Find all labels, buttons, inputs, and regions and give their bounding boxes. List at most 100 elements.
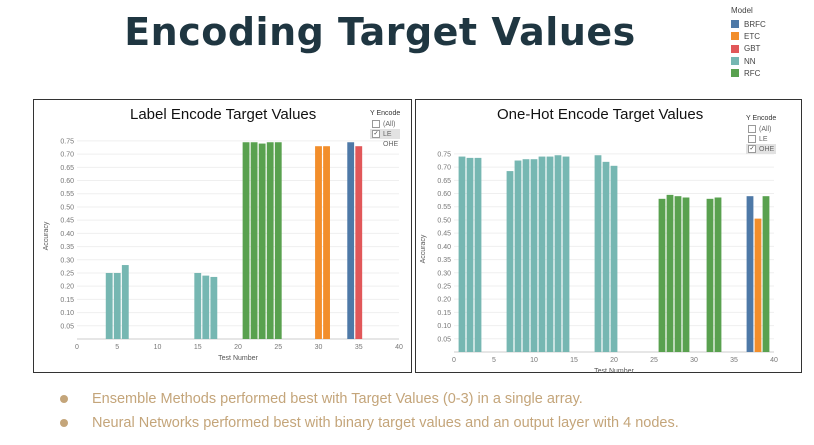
- filter-option-all[interactable]: (All): [746, 124, 776, 134]
- legend-item-brfc[interactable]: BRFC: [731, 18, 766, 30]
- bar-nn: [554, 155, 562, 352]
- chart-title: Label Encode Target Values: [130, 106, 317, 123]
- y-tick-label: 0.30: [60, 257, 74, 264]
- bullet-item: Neural Networks performed best with bina…: [60, 411, 679, 435]
- y-tick-label: 0.75: [437, 151, 451, 158]
- bar-nn: [458, 156, 466, 352]
- bar-etc: [323, 146, 330, 339]
- bar-brfc: [347, 142, 355, 339]
- x-tick-label: 25: [274, 344, 282, 351]
- y-encode-filter: Y Encode (All) LE ✓ OHE: [746, 115, 777, 154]
- chart-title: One-Hot Encode Target Values: [497, 106, 704, 123]
- bullet-dot: [60, 395, 68, 403]
- label-encode-panel: Label Encode Target Values 0.05 0.10 0.15 0…: [33, 99, 412, 373]
- x-tick-label: 25: [650, 357, 658, 364]
- y-tick-label: 0.60: [60, 178, 74, 185]
- x-tick-label: 20: [234, 344, 242, 351]
- legend-item-etc[interactable]: ETC: [731, 30, 766, 42]
- bar-nn: [210, 276, 218, 339]
- bar-brfc: [746, 196, 754, 352]
- filter-option-ohe[interactable]: OHE: [370, 139, 400, 149]
- bar-rfc: [274, 142, 282, 339]
- filter-option-label: LE: [759, 135, 768, 143]
- bar-nn: [506, 171, 514, 352]
- x-tick-label: 0: [452, 357, 456, 364]
- y-tick-label: 0.45: [60, 218, 74, 225]
- checkbox[interactable]: [372, 120, 380, 128]
- legend-title: Model: [731, 6, 753, 15]
- y-tick-label: 0.15: [60, 297, 74, 304]
- legend-label: ETC: [744, 31, 760, 41]
- bar-nn: [546, 156, 554, 352]
- bar-nn: [610, 165, 618, 352]
- checkbox-checked[interactable]: ✓: [372, 130, 380, 138]
- y-tick-label: 0.40: [437, 244, 451, 251]
- x-axis-label: Test Number: [594, 368, 634, 375]
- filter-title: Y Encode: [370, 110, 401, 117]
- bar-rfc: [250, 142, 258, 339]
- x-tick-label: 35: [355, 344, 363, 351]
- bar-nn: [113, 272, 121, 339]
- y-tick-label: 0.50: [60, 204, 74, 211]
- checkbox[interactable]: [748, 125, 756, 133]
- filter-option-ohe[interactable]: ✓ OHE: [746, 144, 777, 154]
- y-tick-label: 0.45: [437, 231, 451, 238]
- y-tick-label: 0.70: [60, 152, 74, 159]
- legend-label: GBT: [744, 44, 761, 54]
- x-tick-label: 10: [154, 344, 162, 351]
- label-encode-chart: 0.05 0.10 0.15 0.20 0.25 0.30 0.35 0.40 0.45 0.50…: [43, 138, 403, 362]
- y-axis-label: Accuracy: [43, 221, 50, 250]
- filter-option-le[interactable]: LE: [746, 134, 776, 144]
- bullet-list: Ensemble Methods performed best with Tar…: [60, 387, 679, 435]
- filter-option-label: OHE: [759, 145, 775, 153]
- bar-nn: [202, 275, 210, 339]
- legend-item-nn[interactable]: NN: [731, 55, 766, 67]
- bar-gbt: [355, 146, 363, 339]
- bullet-text: Ensemble Methods performed best with Tar…: [92, 391, 583, 407]
- checkbox[interactable]: [748, 135, 756, 143]
- legend-label: BRFC: [744, 19, 766, 29]
- bar-etc: [754, 218, 762, 352]
- filter-option-label: (All): [759, 125, 772, 133]
- y-tick-label: 0.15: [437, 310, 451, 317]
- y-tick-label: 0.05: [60, 323, 74, 330]
- bar-rfc: [674, 196, 682, 352]
- x-tick-label: 40: [395, 344, 403, 351]
- legend-item-gbt[interactable]: GBT: [731, 43, 766, 55]
- y-tick-label: 0.65: [437, 178, 451, 185]
- bar-nn: [538, 156, 546, 352]
- bar-nn: [474, 157, 482, 352]
- filter-option-label: LE: [383, 130, 392, 138]
- bar-rfc: [242, 142, 250, 339]
- y-tick-label: 0.40: [60, 231, 74, 238]
- y-tick-label: 0.50: [437, 217, 451, 224]
- checkbox-checked[interactable]: ✓: [748, 145, 756, 153]
- y-tick-label: 0.35: [60, 244, 74, 251]
- filter-option-all[interactable]: (All): [370, 119, 400, 129]
- bar-nn: [514, 160, 522, 352]
- bar-nn: [562, 156, 570, 352]
- y-tick-label: 0.70: [437, 165, 451, 172]
- bar-nn: [121, 265, 129, 339]
- y-tick-label: 0.10: [60, 310, 74, 317]
- x-tick-label: 30: [690, 357, 698, 364]
- y-tick-label: 0.20: [60, 284, 74, 291]
- y-axis-label: Accuracy: [420, 234, 427, 263]
- y-tick-label: 0.05: [437, 336, 451, 343]
- bar-rfc: [258, 143, 266, 339]
- bar-nn: [594, 155, 602, 352]
- legend-label: RFC: [744, 68, 761, 78]
- filter-option-le[interactable]: ✓ LE: [370, 129, 401, 139]
- x-tick-label: 0: [75, 344, 79, 351]
- x-tick-label: 40: [770, 357, 778, 364]
- y-tick-label: 0.55: [60, 191, 74, 198]
- filter-option-label: (All): [383, 120, 396, 128]
- legend-item-rfc[interactable]: RFC: [731, 67, 766, 79]
- y-tick-label: 0.20: [437, 297, 451, 304]
- legend-label: NN: [744, 56, 756, 66]
- y-tick-label: 0.30: [437, 270, 451, 277]
- bar-nn: [530, 159, 538, 352]
- y-tick-label: 0.35: [437, 257, 451, 264]
- x-tick-label: 5: [115, 344, 119, 351]
- y-tick-label: 0.65: [60, 165, 74, 172]
